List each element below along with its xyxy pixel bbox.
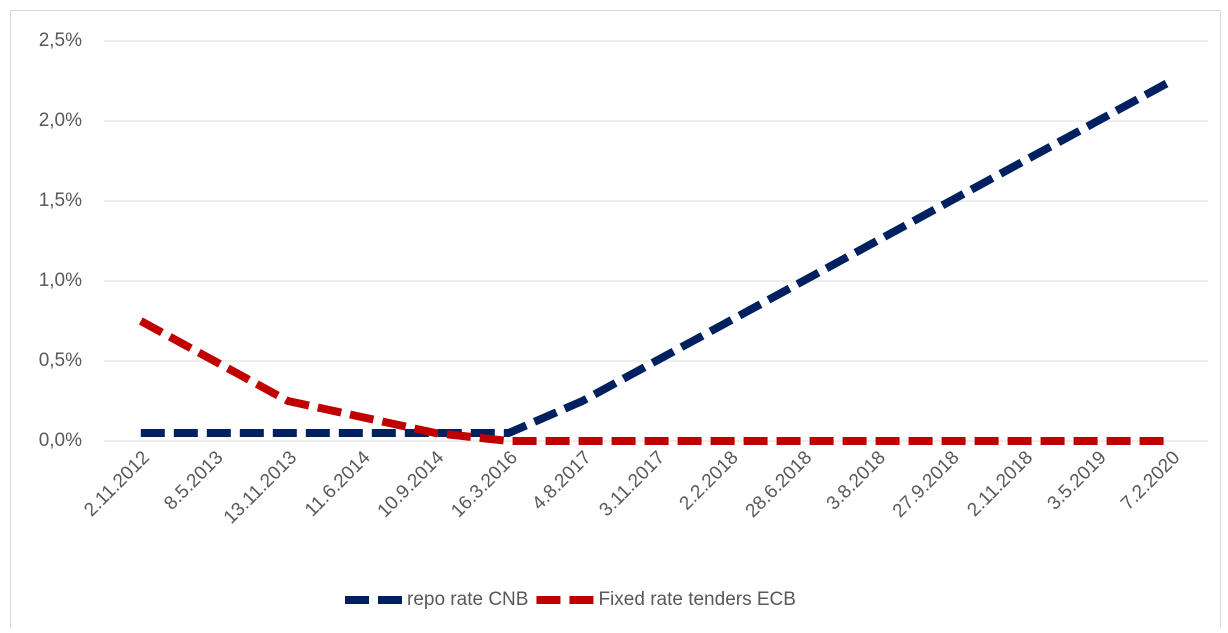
x-tick-label: 3.8.2018 [823,447,890,514]
x-tick-label: 2.11.2018 [963,447,1037,521]
data-line [140,77,1174,437]
y-tick-label: 0,5% [39,350,82,371]
legend-label: repo rate CNB [407,589,528,610]
x-tick-label: 13.11.2013 [220,447,301,528]
x-tick-label: 2.11.2012 [80,447,154,521]
x-tick-label: 10.9.2014 [374,447,449,522]
x-tick-label: 11.6.2014 [301,447,375,521]
y-tick-label: 2,5% [39,30,82,51]
x-tick-label: 3.5.2019 [1044,447,1111,514]
x-tick-label: 3.11.2017 [595,447,669,521]
x-tick-label: 4.8.2017 [528,447,595,514]
chart-border [10,10,1221,631]
y-tick-label: 2,0% [39,110,82,131]
y-tick-label: 1,0% [39,270,82,291]
x-tick-label: 8.5.2013 [160,447,227,514]
x-tick-label: 2.2.2018 [676,447,743,514]
x-tick-label: 28.6.2018 [742,447,817,522]
x-tick-label: 16.3.2016 [447,447,522,522]
y-tick-label: 1,5% [39,190,82,211]
x-tick-label: 27.9.2018 [889,447,964,522]
legend-label: Fixed rate tenders ECB [598,589,795,610]
y-tick-label: 0,0% [39,430,82,451]
data-line [138,317,1172,445]
x-tick-label: 7.2.2020 [1117,447,1184,514]
